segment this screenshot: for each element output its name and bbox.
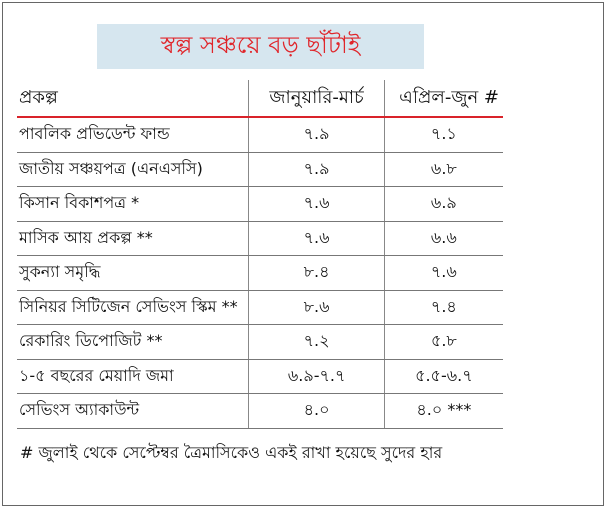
rate-apr-jun: ৭.৬ bbox=[383, 255, 503, 291]
scheme-name: জাতীয় সঞ্চয়পত্র (এনএসসি) bbox=[17, 152, 249, 187]
header-jan-mar: জানুয়ারি-মার্চ bbox=[248, 80, 385, 118]
scheme-name: সিনিয়র সিটিজেন সেভিংস স্কিম ** bbox=[17, 290, 249, 325]
rate-apr-jun: ৬.৮ bbox=[383, 152, 503, 187]
scheme-name: কিসান বিকাশপত্র * bbox=[17, 186, 249, 222]
table-row: মাসিক আয় প্রকল্প ** ৭.৬ ৬.৬ bbox=[17, 221, 503, 256]
scheme-name: মাসিক আয় প্রকল্প ** bbox=[17, 221, 249, 256]
table-row: জাতীয় সঞ্চয়পত্র (এনএসসি) ৭.৯ ৬.৮ bbox=[17, 152, 503, 187]
table-row: রেকারিং ডিপোজিট ** ৭.২ ৫.৮ bbox=[17, 324, 503, 360]
table-row: সিনিয়র সিটিজেন সেভিংস স্কিম ** ৮.৬ ৭.৪ bbox=[17, 290, 503, 325]
scheme-name: রেকারিং ডিপোজিট ** bbox=[17, 324, 249, 360]
rate-apr-jun: ৬.৯ bbox=[383, 186, 503, 222]
title-banner: স্বল্প সঞ্চয়ে বড় ছাঁটাই bbox=[97, 24, 424, 69]
scheme-name: সুকন্যা সমৃদ্ধি bbox=[17, 255, 249, 291]
table-row: পাবলিক প্রভিডেন্ট ফান্ড ৭.৯ ৭.১ bbox=[17, 117, 503, 153]
rate-jan-mar: ৮.৪ bbox=[248, 255, 385, 291]
scheme-name: ১-৫ বছরের মেয়াদি জমা bbox=[17, 359, 249, 394]
rate-apr-jun: ৪.০ *** bbox=[383, 393, 503, 429]
scheme-name: সেভিংস অ্যাকাউন্ট bbox=[17, 393, 249, 429]
table-row: ১-৫ বছরের মেয়াদি জমা ৬.৯-৭.৭ ৫.৫-৬.৭ bbox=[17, 359, 503, 394]
rate-jan-mar: ৮.৬ bbox=[248, 290, 385, 325]
rates-table: প্রকল্প জানুয়ারি-মার্চ এপ্রিল-জুন # পাব… bbox=[17, 80, 503, 429]
rate-jan-mar: ৭.৬ bbox=[248, 221, 385, 256]
rate-jan-mar: ৭.৯ bbox=[248, 152, 385, 187]
table-row: সেভিংস অ্যাকাউন্ট ৪.০ ৪.০ *** bbox=[17, 393, 503, 429]
table-header-row: প্রকল্প জানুয়ারি-মার্চ এপ্রিল-জুন # bbox=[17, 80, 503, 118]
rate-apr-jun: ৫.৮ bbox=[383, 324, 503, 360]
rate-jan-mar: ৭.৯ bbox=[248, 117, 385, 153]
rate-jan-mar: ৭.২ bbox=[248, 324, 385, 360]
rate-apr-jun: ৭.১ bbox=[383, 117, 503, 153]
rate-jan-mar: ৬.৯-৭.৭ bbox=[248, 359, 385, 394]
rate-jan-mar: ৪.০ bbox=[248, 393, 385, 429]
card-frame bbox=[2, 2, 604, 506]
rate-apr-jun: ৬.৬ bbox=[383, 221, 503, 256]
footnote: # জুলাই থেকে সেপ্টেম্বর ত্রৈমাসিকেও একই … bbox=[20, 443, 443, 462]
rate-apr-jun: ৭.৪ bbox=[383, 290, 503, 325]
page-title: স্বল্প সঞ্চয়ে বড় ছাঁটাই bbox=[160, 30, 361, 59]
scheme-name: পাবলিক প্রভিডেন্ট ফান্ড bbox=[17, 117, 249, 153]
rate-apr-jun: ৫.৫-৬.৭ bbox=[383, 359, 503, 394]
rate-jan-mar: ৭.৬ bbox=[248, 186, 385, 222]
header-scheme: প্রকল্প bbox=[17, 80, 249, 118]
table-row: কিসান বিকাশপত্র * ৭.৬ ৬.৯ bbox=[17, 186, 503, 222]
table-row: সুকন্যা সমৃদ্ধি ৮.৪ ৭.৬ bbox=[17, 255, 503, 291]
header-apr-jun: এপ্রিল-জুন # bbox=[383, 80, 503, 118]
